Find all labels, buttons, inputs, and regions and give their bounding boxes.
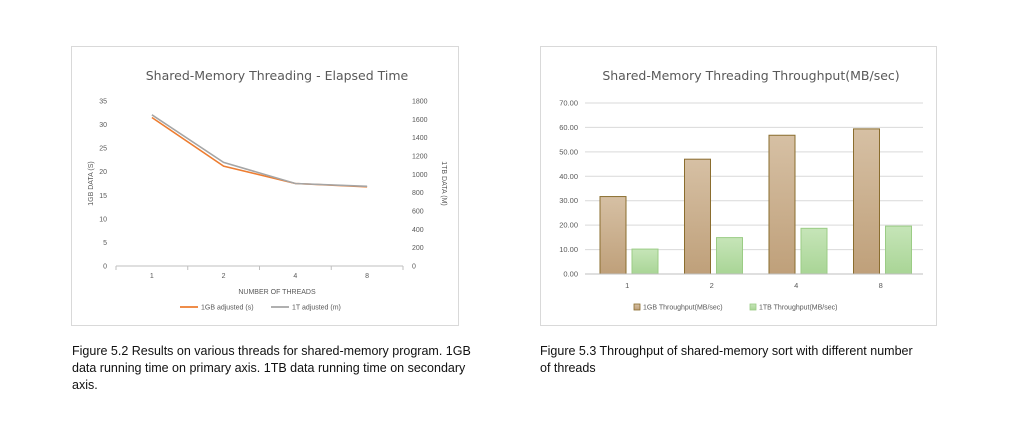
- y-tick-label: 0.00: [563, 270, 578, 279]
- y2-tick-label: 1800: [412, 99, 428, 106]
- y-tick-label: 70.00: [559, 99, 578, 108]
- throughput-chart-svg: Shared-Memory Threading Throughput(MB/se…: [559, 68, 923, 312]
- y2-tick-label: 0: [412, 264, 416, 271]
- y-tick-label: 0: [103, 264, 107, 271]
- bar-1gb-2: [684, 158, 711, 275]
- y-tick-label: 10: [99, 216, 107, 223]
- figure-5-3-caption: Figure 5.3 Throughput of shared-memory s…: [540, 344, 913, 375]
- y-tick-label: 10.00: [559, 245, 578, 254]
- x-tick-label: 2: [710, 281, 714, 290]
- x-tick-label: 8: [879, 281, 883, 290]
- x-tick-label: 4: [794, 281, 798, 290]
- x-axis-title: NUMBER OF THREADS: [238, 289, 316, 296]
- y-tick-label: 25: [99, 146, 107, 153]
- bar-1tb-2: [716, 237, 743, 275]
- x-tick-label: 4: [293, 273, 297, 280]
- y-tick-label: 60.00: [559, 123, 578, 132]
- y2-tick-label: 1400: [412, 135, 428, 142]
- y-tick-label: 20: [99, 169, 107, 176]
- x-tick-label: 1: [150, 273, 154, 280]
- legend-swatch: [749, 303, 757, 311]
- bar-1tb-8: [885, 225, 912, 275]
- y-tick-label: 15: [99, 193, 107, 200]
- y-tick-label: 40.00: [559, 172, 578, 181]
- elapsed-time-chart: Shared-Memory Threading - Elapsed Time 1 2…: [71, 46, 459, 326]
- y-tick-label: 30.00: [559, 196, 578, 205]
- figure-5-2-caption: Figure 5.2 Results on various threads fo…: [72, 344, 471, 392]
- legend-label: 1TB Throughput(MB/sec): [759, 305, 837, 312]
- bar-1gb-1: [599, 196, 627, 275]
- legend-label: 1GB Throughput(MB/sec): [643, 305, 723, 312]
- y-axis-title: 1GB DATA (S): [88, 161, 95, 205]
- bar-1tb-1: [631, 248, 659, 275]
- y2-tick-label: 1000: [412, 172, 428, 179]
- legend-label: 1GB adjusted (s): [201, 305, 254, 312]
- bar-1gb-4: [768, 134, 796, 275]
- y2-tick-label: 600: [412, 209, 424, 216]
- series-line-1: [151, 116, 368, 188]
- y-tick-label: 35: [99, 99, 107, 106]
- legend-swatch: [633, 303, 641, 311]
- chart-title: Shared-Memory Threading - Elapsed Time: [146, 68, 409, 83]
- x-tick-label: 8: [365, 273, 369, 280]
- y-tick-label: 20.00: [559, 221, 578, 230]
- y2-tick-label: 800: [412, 190, 424, 197]
- y2-tick-label: 1200: [412, 154, 428, 161]
- y2-tick-label: 200: [412, 245, 424, 252]
- y-tick-label: 5: [103, 240, 107, 247]
- y2-tick-label: 400: [412, 227, 424, 234]
- chart-title: Shared-Memory Threading Throughput(MB/se…: [602, 68, 899, 83]
- bar-1tb-4: [800, 227, 828, 275]
- x-tick-label: 2: [222, 273, 226, 280]
- bar-1gb-8: [853, 128, 880, 275]
- x-tick-label: 1: [625, 281, 629, 290]
- y2-tick-label: 1600: [412, 117, 428, 124]
- y2-axis-title: 1TB DATA (M): [440, 161, 447, 205]
- legend-label: 1T adjusted (m): [292, 305, 341, 312]
- throughput-chart: Shared-Memory Threading Throughput(MB/se…: [540, 46, 937, 326]
- y-tick-label: 50.00: [559, 147, 578, 156]
- y-tick-label: 30: [99, 122, 107, 129]
- series-line-2: [151, 114, 368, 188]
